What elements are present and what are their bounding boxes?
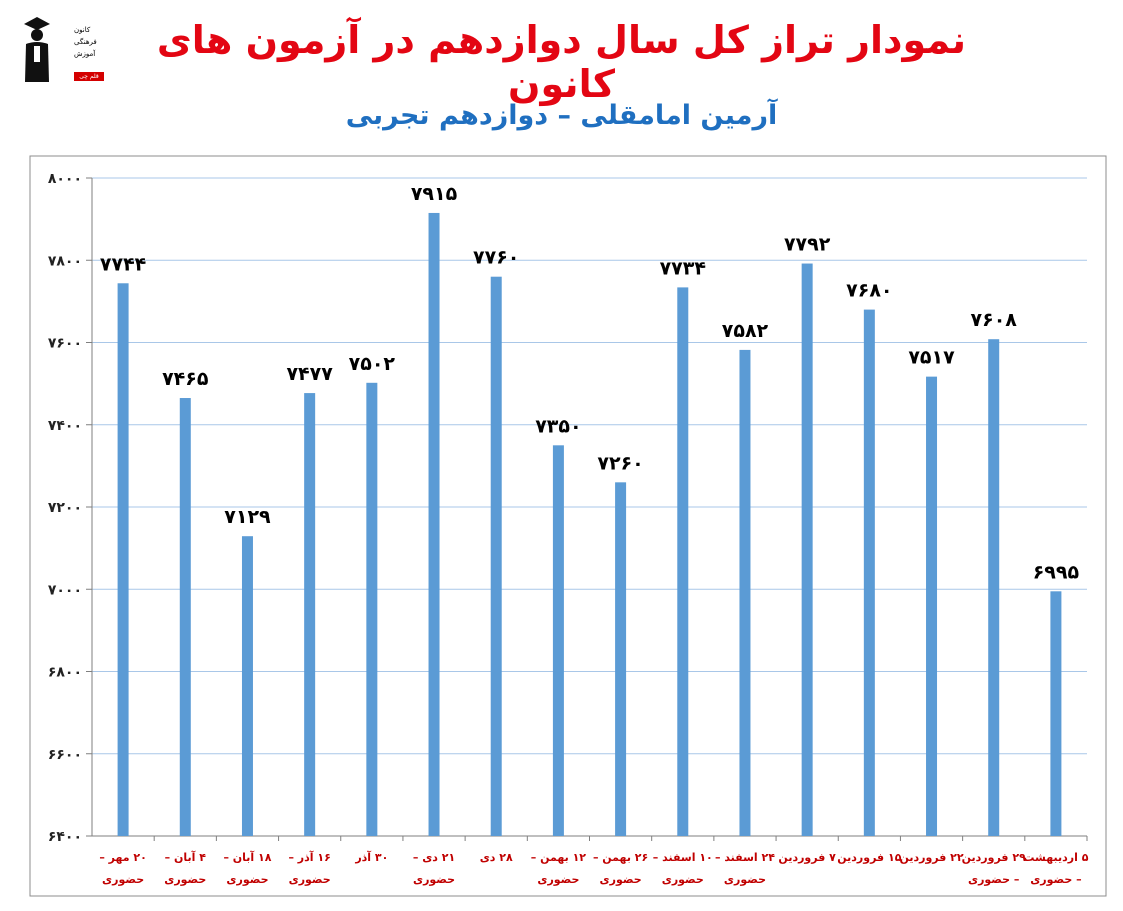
data-label: ۷۵۱۷	[908, 347, 955, 369]
bar	[615, 482, 627, 836]
data-label: ۷۴۶۵	[162, 368, 209, 390]
x-tick-label: ۴ آبان –	[165, 850, 207, 864]
x-tick-label: ۲۹ فروردین	[962, 851, 1026, 864]
x-tick-label: حضوری	[289, 873, 331, 886]
x-tick-label: ۲۶ بهمن –	[593, 851, 648, 864]
bar	[241, 536, 253, 836]
x-tick-label: حضوری	[164, 873, 206, 886]
data-label: ۷۶۰۸	[971, 309, 1018, 331]
data-label: ۷۷۹۲	[784, 234, 831, 256]
x-tick-label: حضوری	[413, 873, 455, 886]
data-labels: ۷۷۴۴ ۷۴۶۵ ۷۱۲۹ ۷۴۷۷ ۷۵۰۲ ۷۹۱۵ ۷۷۶۰ ۷۳۵۰ ۷۲۶۰ ۷۷۳۴…	[100, 183, 1080, 583]
x-tick-label: – حضوری	[968, 873, 1019, 886]
x-tick-label: ۱۰ اسفند –	[653, 851, 713, 864]
data-label: ۷۵۸۲	[722, 320, 769, 342]
y-tick-label: ۷۶۰۰	[48, 336, 82, 352]
bar	[677, 287, 689, 837]
x-tick-label: ۱۸ آبان –	[223, 850, 271, 864]
gridlines	[92, 177, 1087, 755]
bar	[490, 276, 502, 836]
bar	[366, 382, 378, 836]
bar	[739, 349, 751, 836]
data-label: ۷۷۶۰	[473, 247, 519, 269]
bar	[1050, 591, 1062, 836]
data-label: ۷۷۳۴	[660, 257, 706, 279]
bar	[863, 309, 875, 837]
x-tick-label: – حضوری	[1030, 873, 1081, 886]
logo-badge: قلم چی	[74, 72, 104, 81]
chart-title: نمودار تراز کل سال دوازدهم در آزمون های …	[156, 18, 967, 106]
logo-text-1: کانون	[74, 26, 91, 34]
data-label: ۶۹۹۵	[1033, 561, 1080, 583]
x-tick-label: ۲۰ مهر –	[99, 851, 147, 864]
x-tick-label: ۲۸ دی	[480, 851, 513, 864]
bars	[117, 212, 1062, 837]
graduate-figure-icon	[24, 17, 50, 82]
chart-frame	[29, 155, 1107, 897]
data-label: ۷۲۶۰	[597, 452, 643, 474]
data-label: ۷۵۰۲	[349, 353, 396, 375]
y-tick-label: ۷۴۰۰	[48, 418, 82, 434]
y-tick-label: ۷۰۰۰	[48, 582, 82, 598]
x-axis: ۲۰ مهر – حضوری ۴ آبان – حضوری ۱۸ آبان – حضوری…	[99, 836, 1089, 886]
data-label: ۷۴۷۷	[286, 363, 333, 385]
x-tick-label: ۵ اردیبهشت	[1023, 851, 1088, 864]
x-tick-label: حضوری	[724, 873, 766, 886]
y-tick-label: ۶۴۰۰	[48, 829, 82, 845]
x-tick-label: ۲۱ دی –	[413, 851, 455, 864]
x-tick-label: حضوری	[102, 873, 144, 886]
bar	[428, 212, 440, 837]
bar	[552, 445, 564, 836]
x-tick-label: ۷ فروردین	[778, 851, 836, 864]
bar	[304, 393, 316, 836]
x-tick-label: ۲۴ اسفند –	[715, 851, 775, 864]
data-label: ۷۶۸۰	[846, 280, 892, 302]
x-tick-label: حضوری	[662, 873, 704, 886]
bar	[801, 263, 813, 836]
x-tick-label: ۱۶ آذر –	[288, 850, 330, 864]
data-label: ۷۱۲۹	[224, 506, 271, 528]
bar	[926, 376, 938, 836]
x-tick-label: ۲۲ فروردین	[899, 851, 963, 864]
x-tick-label: ۳۰ آذر	[354, 850, 388, 864]
logo-text-2: فرهنگی	[74, 38, 97, 46]
bar	[179, 398, 191, 836]
x-tick-label: حضوری	[600, 873, 642, 886]
chart-subtitle: آرمین امامقلی – دوازدهم تجربی	[345, 100, 778, 131]
y-tick-label: ۷۲۰۰	[48, 500, 82, 516]
y-tick-label: ۷۸۰۰	[48, 253, 82, 269]
data-label: ۷۳۵۰	[535, 415, 581, 437]
bar	[988, 339, 1000, 836]
y-tick-label: ۶۶۰۰	[48, 747, 82, 763]
y-tick-label: ۶۸۰۰	[48, 665, 82, 681]
data-label: ۷۷۴۴	[100, 253, 146, 275]
x-tick-label: حضوری	[226, 873, 268, 886]
x-tick-label: حضوری	[537, 873, 579, 886]
data-label: ۷۹۱۵	[411, 183, 458, 205]
logo: کانون فرهنگی آموزش قلم چی	[22, 10, 104, 84]
x-tick-label: ۱۵ فروردین	[837, 851, 901, 864]
y-tick-label: ۸۰۰۰	[48, 171, 82, 187]
bar	[117, 283, 129, 836]
logo-text-3: آموزش	[74, 50, 96, 58]
x-tick-label: ۱۲ بهمن –	[531, 851, 587, 864]
